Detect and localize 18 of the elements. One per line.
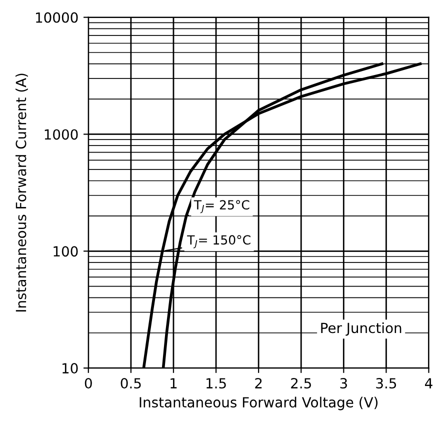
x-tick-label: 0.5 (120, 378, 141, 389)
y-tick-label: 1000 (44, 129, 78, 140)
y-tick-label: 10 (62, 363, 78, 374)
x-tick-label: 2 (255, 378, 262, 388)
series-label: T$_{J}$= 25°C (194, 200, 250, 214)
x-axis-title: Instantaneous Forward Voltage (V) (140, 396, 378, 410)
x-tick-label: 3 (340, 378, 347, 389)
x-tick-label: 1.5 (206, 378, 226, 389)
y-tick-label: 10000 (36, 12, 78, 23)
x-tick-label: 2.5 (291, 378, 311, 389)
y-axis-title: Instantaneous Forward Current (A) (15, 74, 28, 312)
y-tick-label: 100 (54, 246, 78, 257)
annotation: Per Junction (321, 322, 402, 336)
legend-label: T$_{J}$= 150°C (187, 235, 250, 248)
x-tick-label: 1 (170, 378, 177, 388)
x-tick-label: 0 (84, 378, 92, 389)
x-tick-label: 4 (425, 378, 432, 388)
x-tick-label: 3.5 (376, 378, 396, 389)
